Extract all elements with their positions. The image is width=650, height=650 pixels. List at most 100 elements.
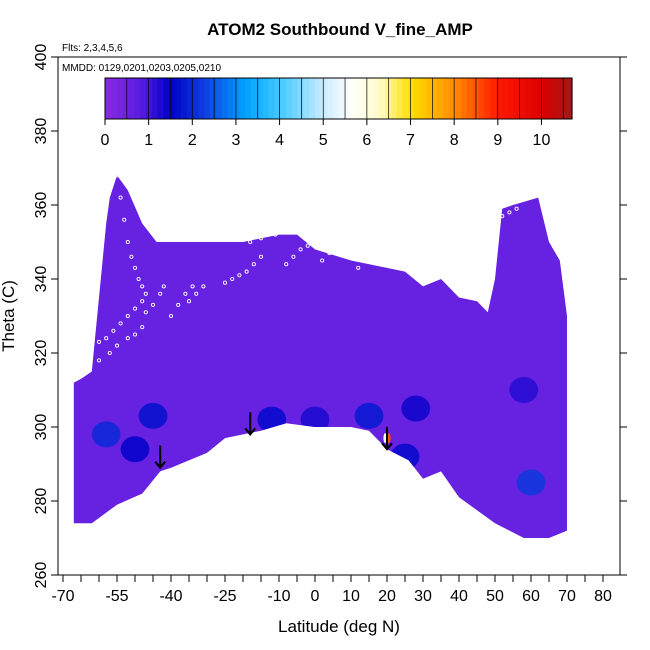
y-axis-label: Theta (C) (0, 280, 18, 352)
x-tick-label: 70 (558, 588, 576, 605)
colorbar-segment (496, 78, 503, 119)
x-tick-label: 30 (414, 588, 432, 605)
sample-point (251, 262, 256, 267)
colorbar-segment (525, 78, 532, 119)
sample-point (237, 273, 242, 278)
colorbar-segment (134, 78, 141, 119)
sample-point (334, 247, 339, 252)
sample-point (132, 332, 138, 337)
y-tick-label: 300 (33, 414, 50, 441)
colorbar-segment (461, 78, 468, 119)
sample-point (143, 310, 148, 315)
x-tick-label: -25 (213, 588, 236, 605)
enhanced-cells (91, 377, 546, 496)
sample-point (258, 236, 264, 241)
arrow-head (154, 461, 166, 470)
x-tick-label: -70 (51, 588, 74, 605)
colorbar-segment (262, 78, 270, 119)
colorbar-tick-label: 8 (450, 132, 459, 149)
sample-point (244, 269, 249, 274)
colorbar-segment (145, 78, 153, 119)
colorbar-frame (104, 77, 573, 120)
colorbar-segment (274, 78, 281, 119)
sample-point (514, 206, 519, 211)
enhanced-cell (401, 395, 431, 422)
colorbar: 0 1 2 3 4 5 6 7 8 9 10 (101, 77, 573, 149)
colorbar-tick-label: 0 (101, 132, 110, 149)
colorbar-segment (169, 78, 176, 119)
colorbar-segment (250, 78, 258, 119)
colorbar-segment (110, 78, 118, 119)
colorbar-segment (478, 78, 486, 119)
colorbar-segment (326, 78, 334, 119)
colorbar-segment (426, 78, 433, 119)
arrow-head (381, 442, 393, 451)
sample-point (96, 358, 102, 363)
x-tick-label: 50 (486, 588, 504, 605)
sample-point (168, 313, 174, 319)
colorbar-segment (455, 78, 462, 119)
sample-point (190, 284, 195, 289)
sample-point (284, 262, 289, 267)
arrow-markers (154, 412, 393, 470)
colorbar-segment (268, 78, 275, 119)
flights-label: Flts: 2,3,4,5,6 (62, 43, 123, 54)
sample-point (186, 299, 192, 304)
x-tick-label: 60 (522, 588, 540, 605)
colorbar-segment (420, 78, 427, 119)
sample-point (327, 251, 332, 256)
colorbar-tick-label: 6 (362, 132, 371, 149)
sample-point (158, 291, 163, 296)
colorbar-segment (245, 78, 252, 119)
colorbar-tick-label: 2 (188, 132, 197, 149)
colorbar-segment (215, 78, 223, 119)
enhanced-cell (509, 377, 539, 403)
enhanced-cell (300, 406, 330, 433)
sample-point (492, 217, 498, 222)
colorbar-segment (198, 78, 205, 119)
colorbar-segment (186, 78, 194, 119)
colorbar-tick-label: 5 (319, 132, 328, 149)
colorbar-segment (391, 78, 398, 119)
plot-frame (57, 56, 621, 576)
sample-point (125, 313, 130, 319)
sample-point (122, 217, 127, 222)
x-tick-label: 80 (594, 588, 612, 605)
sample-point (89, 343, 94, 348)
sample-point (341, 243, 346, 248)
colorbar-segment (361, 78, 369, 119)
colorbar-segment (227, 78, 235, 119)
colorbar-segment (449, 78, 456, 119)
colorbar-segment (554, 78, 561, 119)
sample-point (118, 195, 123, 200)
colorbar-segment (414, 78, 421, 119)
colorbar-segment (367, 78, 375, 119)
colorbar-segment (490, 78, 497, 119)
enhanced-cell (120, 436, 150, 463)
x-tick-label: 0 (311, 588, 320, 605)
colorbar-segment (396, 78, 404, 119)
sample-point (104, 336, 109, 341)
colorbar-segment (408, 78, 415, 119)
colorbar-segment (315, 78, 322, 119)
colorbar-tick-label: 10 (533, 132, 551, 149)
enhanced-cell (390, 443, 420, 470)
sample-point (176, 302, 181, 307)
colorbar-segment (140, 78, 147, 119)
y-tick-label: 280 (33, 488, 50, 515)
x-tick-label: -55 (105, 588, 128, 605)
colorbar-segment (332, 78, 340, 119)
sample-point (222, 280, 228, 285)
enhanced-cell (257, 406, 287, 433)
colorbar-segment (116, 78, 124, 119)
colorbar-segment (548, 78, 556, 119)
enhanced-cell (138, 402, 168, 429)
arrow-head (244, 427, 256, 436)
colorbar-segment (566, 78, 573, 119)
sample-points (71, 173, 519, 363)
colorbar-segment (536, 78, 544, 119)
colorbar-segment (233, 78, 240, 119)
colorbar-segment (519, 78, 526, 119)
x-tick-label: 10 (342, 588, 360, 605)
